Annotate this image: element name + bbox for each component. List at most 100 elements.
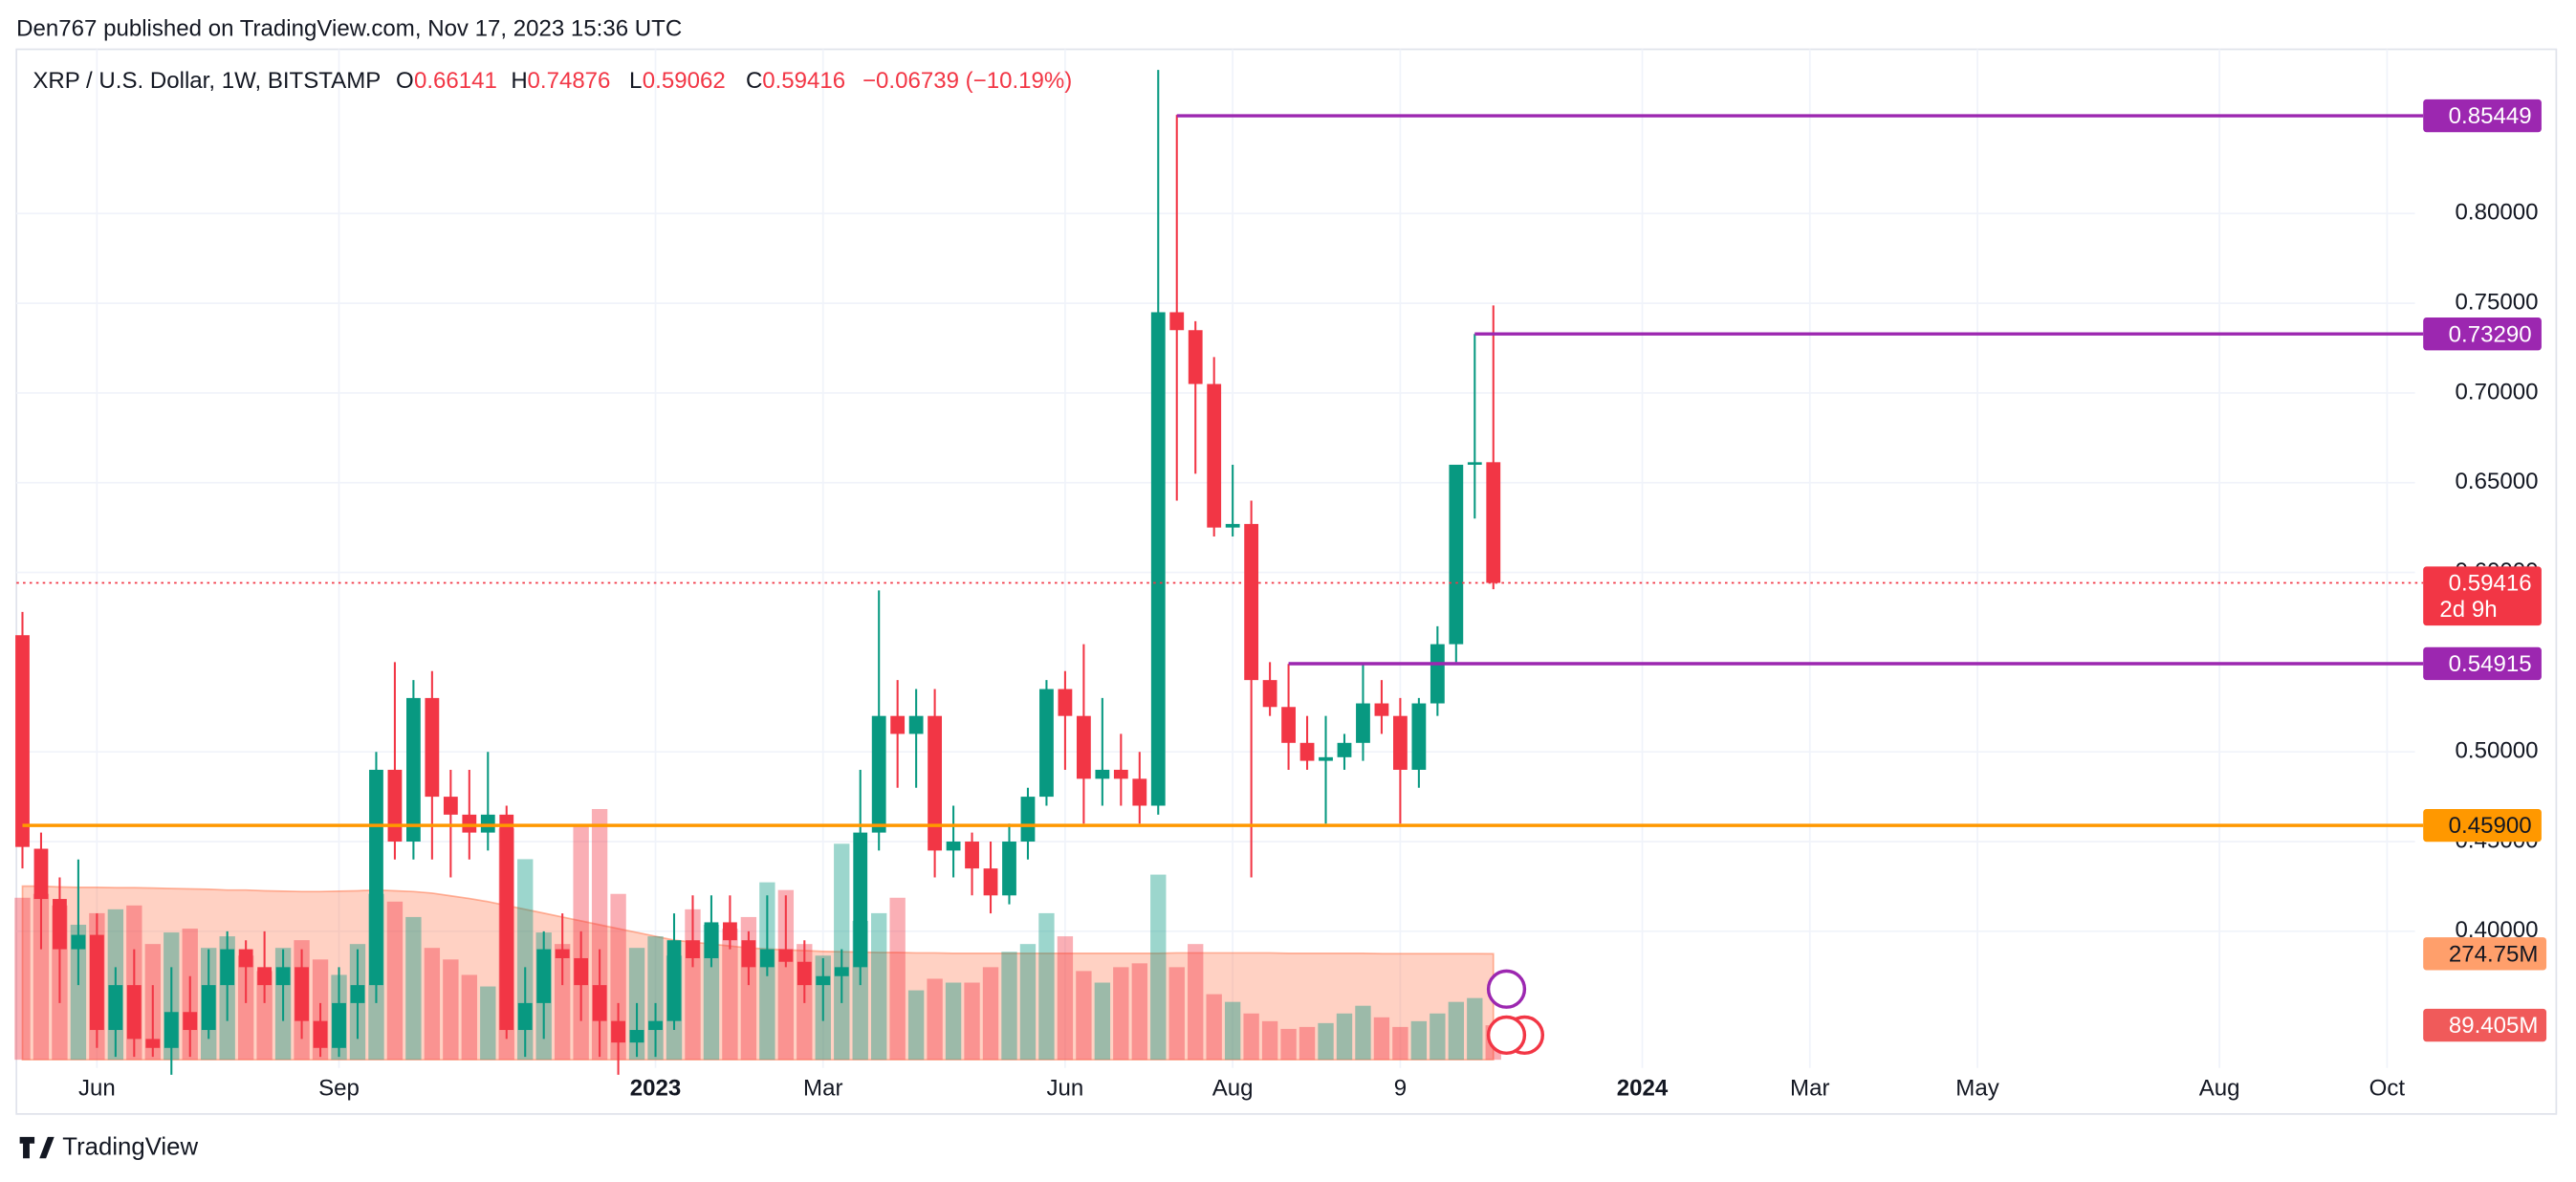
candle-body xyxy=(1188,330,1203,384)
candle-body xyxy=(778,949,794,962)
volume_ma-label: 274.75M xyxy=(2449,941,2539,967)
x-tick-label: 2024 xyxy=(1617,1075,1669,1101)
volume-bar xyxy=(777,889,795,1061)
candle-body xyxy=(1002,842,1016,896)
candle-body xyxy=(1430,644,1445,704)
volume-bar xyxy=(1076,971,1092,1061)
brand: TradingView xyxy=(19,1134,198,1161)
volume-bar xyxy=(1206,994,1222,1061)
candle-body xyxy=(983,868,998,896)
volume-bar xyxy=(722,929,738,1061)
volume-bar xyxy=(70,924,87,1061)
volume-bar xyxy=(1448,1001,1464,1061)
publisher: Den767 published on TradingView.com, Nov… xyxy=(16,15,682,41)
candle-body xyxy=(443,797,458,815)
candle-body xyxy=(1095,769,1110,779)
candle-body xyxy=(946,842,961,851)
x-tick-label: May xyxy=(1955,1075,1998,1101)
candle-body xyxy=(686,940,700,958)
candle-body xyxy=(53,899,67,950)
candle-body xyxy=(257,967,273,986)
candle-body xyxy=(1169,312,1185,331)
candle-body xyxy=(275,967,291,986)
brand-name: TradingView xyxy=(62,1134,198,1161)
candle-body xyxy=(853,832,868,968)
volume-bar xyxy=(237,955,254,1061)
level-label-box xyxy=(2423,98,2542,133)
x-tick-label: 2023 xyxy=(630,1075,682,1101)
change-value: −0.06739 (−10.19%) xyxy=(862,68,1072,94)
ohlc-value: 0.59416 xyxy=(762,68,845,94)
candle-body xyxy=(871,715,886,833)
x-tick-label: Jun xyxy=(78,1075,116,1101)
candle-body xyxy=(480,814,495,833)
candle-body xyxy=(890,715,906,734)
candle-body xyxy=(1244,523,1259,681)
volume-bar xyxy=(1150,874,1167,1061)
candle-body xyxy=(1337,742,1352,757)
candle-body xyxy=(908,715,924,734)
candle-body xyxy=(1058,689,1073,716)
candle-body xyxy=(350,985,365,1003)
candle-body xyxy=(1262,680,1277,708)
candle-body xyxy=(201,985,216,1031)
current-price-label: 0.59416 xyxy=(2449,571,2532,597)
volume-bar xyxy=(386,901,404,1061)
candle-body xyxy=(332,1002,346,1048)
volume-bar xyxy=(1038,912,1055,1061)
x-tick-label: Mar xyxy=(1790,1075,1829,1101)
candle-body xyxy=(313,1020,328,1048)
level-label: 0.54915 xyxy=(2449,651,2532,677)
volume-bar xyxy=(424,948,441,1061)
candle-body xyxy=(1150,312,1166,806)
volume-bar xyxy=(1261,1020,1278,1061)
ohlc-letter: C xyxy=(746,68,762,94)
x-tick-label: Sep xyxy=(318,1075,360,1101)
candle-body xyxy=(1319,756,1333,761)
volume-bar xyxy=(461,974,477,1061)
candle-body xyxy=(108,985,123,1031)
chart-frame xyxy=(15,48,2558,1115)
candle-body xyxy=(126,985,142,1040)
volume-bar xyxy=(405,916,422,1061)
candle-body xyxy=(1281,707,1296,743)
candle-body xyxy=(1467,462,1482,465)
y-tick-label: 0.50000 xyxy=(2456,738,2539,764)
x-tick-label: Aug xyxy=(1212,1075,1254,1101)
volume-bar xyxy=(982,967,999,1061)
countdown-label: 2d 9h xyxy=(2439,597,2497,623)
candle-body xyxy=(183,1012,198,1031)
candle-body xyxy=(369,769,383,986)
volume-bar xyxy=(1392,1026,1408,1061)
candle-body xyxy=(723,922,737,941)
candle-body xyxy=(797,961,812,986)
candle-body xyxy=(295,967,309,1021)
x-tick-label: Mar xyxy=(803,1075,842,1101)
plot xyxy=(15,70,2424,1075)
volume-bar xyxy=(1224,1001,1241,1061)
candle-body xyxy=(220,949,235,986)
event-icons xyxy=(1486,969,1545,1056)
candle-body xyxy=(1113,769,1128,779)
volume-bar xyxy=(1094,982,1111,1061)
candle-body xyxy=(536,949,552,1003)
brand-logo xyxy=(19,1136,55,1159)
candle-body xyxy=(1299,742,1315,761)
candle-body xyxy=(387,769,403,843)
ohlc-value: 0.66141 xyxy=(414,68,497,94)
volume-pane xyxy=(14,808,1501,1062)
volume-bar xyxy=(554,944,571,1061)
volume-bar xyxy=(1373,1017,1390,1061)
candle-body xyxy=(611,1020,625,1043)
volume-bar xyxy=(256,971,273,1061)
candle-body xyxy=(1356,703,1370,743)
volume-bar xyxy=(1188,944,1204,1061)
volume-bar xyxy=(443,959,459,1061)
candle-body xyxy=(759,949,775,968)
volume-bar xyxy=(1280,1028,1297,1061)
candle-body xyxy=(629,1030,644,1043)
volume-bar xyxy=(1019,944,1037,1061)
volume-bar xyxy=(945,982,962,1061)
